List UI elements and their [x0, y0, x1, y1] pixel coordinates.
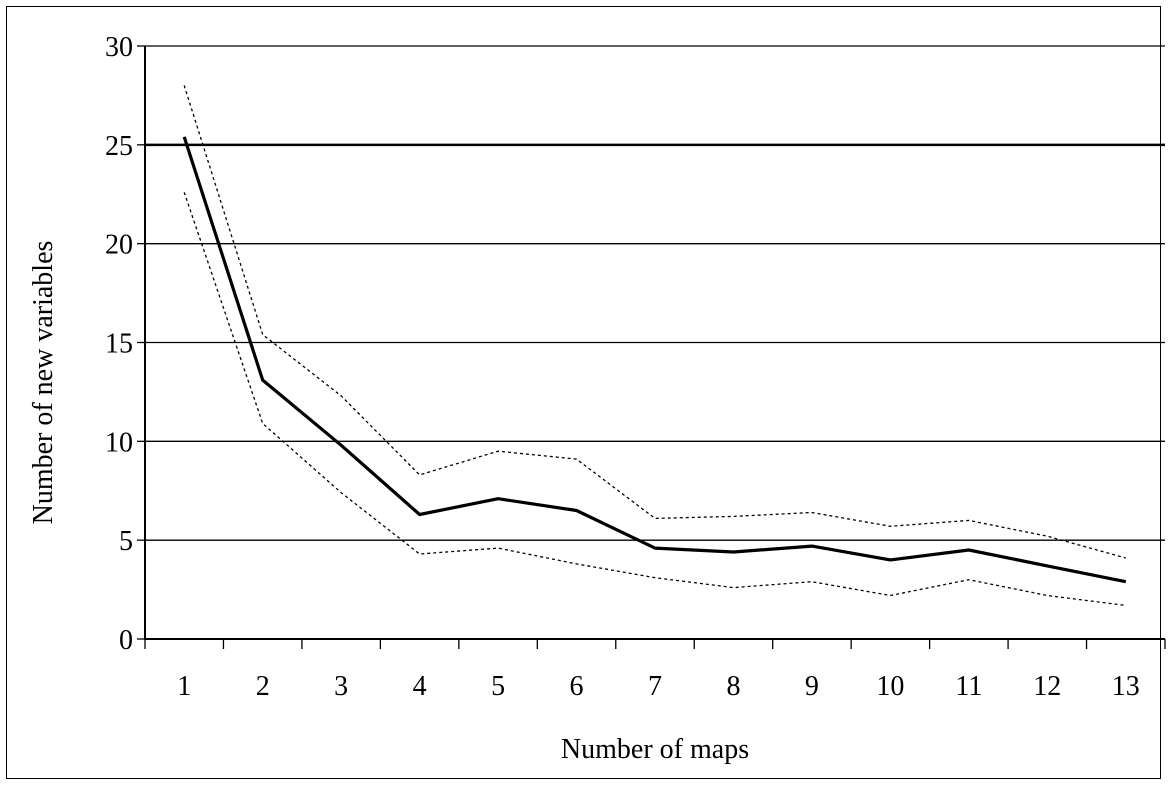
- y-tick-label-30: 30: [105, 32, 133, 63]
- x-axis-title: Number of maps: [561, 734, 749, 765]
- x-tick-label-4: 4: [413, 671, 427, 702]
- y-tick-label-0: 0: [119, 625, 133, 656]
- y-tick-label-10: 10: [105, 427, 133, 458]
- x-tick-label-12: 12: [1033, 671, 1061, 702]
- x-tick-label-8: 8: [726, 671, 740, 702]
- y-tick-label-20: 20: [105, 230, 133, 261]
- x-tick-label-13: 13: [1112, 671, 1140, 702]
- series-line-dotted-lower: [183, 192, 1126, 607]
- x-tick-label-3: 3: [334, 671, 348, 702]
- chart-frame: [6, 6, 1161, 779]
- x-tick-label-10: 10: [876, 671, 904, 702]
- x-tick-label-1: 1: [177, 671, 191, 702]
- series-layer: [182, 85, 1127, 607]
- x-tick-label-9: 9: [805, 671, 819, 702]
- y-tick-label-25: 25: [105, 131, 133, 162]
- axes: [137, 45, 1166, 649]
- x-tick-label-11: 11: [955, 671, 982, 702]
- gridlines: [145, 45, 1165, 541]
- series-line-solid-thick: [182, 136, 1127, 584]
- y-tick-label-15: 15: [105, 329, 133, 360]
- series-line-dotted-upper: [183, 85, 1126, 559]
- y-tick-label-5: 5: [119, 526, 133, 557]
- x-tick-label-2: 2: [256, 671, 270, 702]
- x-tick-label-5: 5: [491, 671, 505, 702]
- y-axis-title: Number of new variables: [28, 241, 59, 525]
- x-tick-label-7: 7: [648, 671, 662, 702]
- x-tick-label-6: 6: [570, 671, 584, 702]
